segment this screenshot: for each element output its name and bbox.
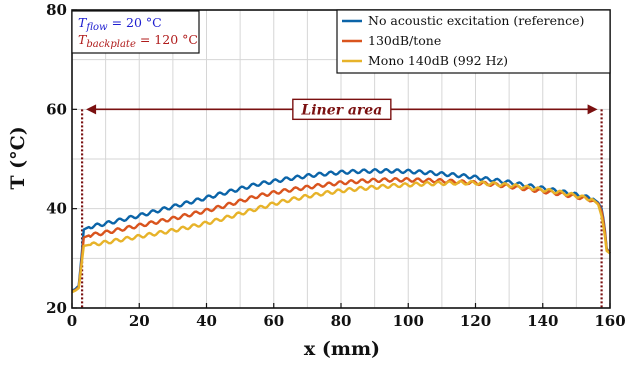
series-line-2	[71, 179, 611, 294]
x-tick-label: 60	[263, 312, 284, 330]
x-tick-label: 140	[527, 312, 558, 330]
flow-value: = 20 °C	[108, 15, 162, 30]
conditions-box: Tflow = 20 °C Tbackplate = 120 °C	[71, 10, 200, 54]
y-tick-label: 20	[46, 299, 67, 317]
backplate-subscript: backplate	[86, 39, 136, 50]
series-line-0	[71, 168, 611, 292]
backplate-symbol: T	[78, 32, 88, 47]
x-tick-label: 160	[594, 312, 625, 330]
flow-subscript: flow	[85, 22, 108, 33]
x-tick-label: 0	[67, 312, 77, 330]
legend-label-140db: Mono 140dB (992 Hz)	[368, 53, 508, 68]
series-lines	[71, 168, 611, 294]
x-tick-label: 100	[393, 312, 424, 330]
backplate-value: = 120 °C	[136, 32, 198, 47]
flow-temperature-label: Tflow = 20 °C	[78, 15, 162, 33]
liner-area-label-box	[292, 98, 392, 121]
liner-arrowhead-left	[86, 104, 97, 115]
x-tick-label: 80	[331, 312, 352, 330]
liner-arrowhead-right	[587, 104, 598, 115]
y-tick-label: 80	[46, 1, 67, 19]
conditions-box-frame	[71, 10, 200, 54]
x-axis-title: x (mm)	[304, 338, 380, 360]
liner-area-annotation: Liner area	[80, 98, 603, 308]
flow-symbol: T	[78, 15, 88, 30]
legend: No acoustic excitation (reference) 130dB…	[336, 9, 611, 74]
backplate-temperature-label: Tbackplate = 120 °C	[78, 32, 198, 50]
y-tick-label: 40	[46, 200, 67, 218]
liner-area-label: Liner area	[300, 102, 382, 118]
y-tick-label: 60	[46, 100, 67, 118]
legend-frame	[336, 9, 611, 74]
x-tick-label: 120	[460, 312, 491, 330]
x-tick-label: 20	[129, 312, 150, 330]
y-axis-title: T (°C)	[7, 126, 29, 189]
x-tick-label: 40	[196, 312, 217, 330]
legend-label-reference: No acoustic excitation (reference)	[368, 13, 584, 28]
legend-label-130db: 130dB/tone	[368, 33, 441, 48]
